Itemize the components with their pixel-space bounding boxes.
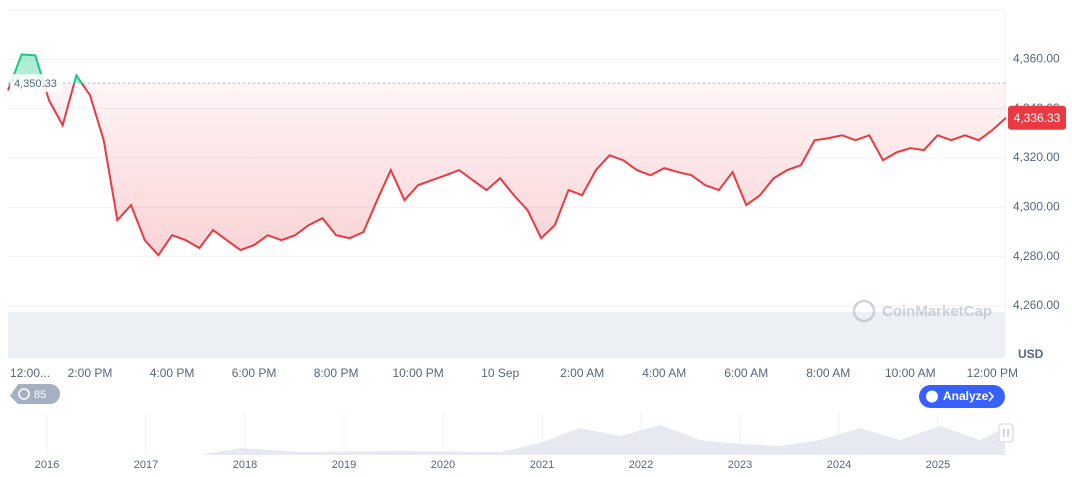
navigator-year: 2018 xyxy=(233,459,257,471)
navigator-year: 2021 xyxy=(530,459,554,471)
badge-text: 85 xyxy=(34,389,46,401)
y-tick-label: 4,360.00 xyxy=(1013,52,1060,66)
currency-label: USD xyxy=(1018,347,1044,361)
reference-label: 4,350.33 xyxy=(14,78,57,90)
x-tick-label: 4:00 PM xyxy=(150,366,195,380)
analyze-chevron xyxy=(988,391,995,402)
navigator-handle[interactable] xyxy=(998,423,1014,443)
navigator-year: 2025 xyxy=(926,459,950,471)
price-line-down xyxy=(7,83,1007,257)
navigator-year: 2022 xyxy=(629,459,653,471)
y-tick-label: 4,280.00 xyxy=(1013,249,1060,263)
y-tick-label: 4,300.00 xyxy=(1013,200,1060,214)
navigator-year: 2017 xyxy=(134,459,158,471)
navigator-year: 2024 xyxy=(827,459,851,471)
badge-icon xyxy=(18,388,30,400)
price-label-bg xyxy=(1008,105,1066,130)
history-badge[interactable]: 85 xyxy=(10,384,60,404)
x-tick-label: 10 Sep xyxy=(481,366,519,380)
area-down xyxy=(8,83,1006,256)
y-tick-label: 4,260.00 xyxy=(1013,298,1060,312)
reference-label-bg xyxy=(10,74,62,93)
volume-band xyxy=(8,312,1005,358)
x-tick-label: 6:00 AM xyxy=(724,366,768,380)
x-tick-label: 6:00 PM xyxy=(232,366,277,380)
navigator-year: 2020 xyxy=(431,459,455,471)
navigator-year: 2023 xyxy=(728,459,752,471)
x-tick-label: 12:00 PM xyxy=(967,366,1018,380)
price-label: 4,336.33 xyxy=(1014,111,1061,125)
x-tick-label: 12:00... xyxy=(10,366,50,380)
watermark-text: CoinMarketCap xyxy=(882,303,992,320)
x-tick-label: 8:00 AM xyxy=(806,366,850,380)
analyze-icon xyxy=(926,390,938,403)
navigator-area xyxy=(8,425,1005,455)
navigator xyxy=(8,413,1014,455)
watermark-logo xyxy=(852,299,876,323)
navigator-year: 2019 xyxy=(332,459,356,471)
x-tick-label: 8:00 PM xyxy=(314,366,359,380)
x-tick-label: 4:00 AM xyxy=(642,366,686,380)
x-tick-label: 10:00 AM xyxy=(885,366,936,380)
analyze-bg xyxy=(919,385,1005,408)
x-tick-label: 2:00 AM xyxy=(560,366,604,380)
navigator-year: 2016 xyxy=(35,459,59,471)
analyze-text: Analyze xyxy=(943,389,989,403)
analyze-button[interactable]: Analyze xyxy=(919,385,1005,408)
watermark: CoinMarketCap xyxy=(852,299,992,323)
x-tick-label: 10:00 PM xyxy=(392,366,443,380)
y-tick-label: 4,320.00 xyxy=(1013,150,1060,164)
volume-area xyxy=(8,312,1005,358)
x-tick-label: 2:00 PM xyxy=(68,366,113,380)
